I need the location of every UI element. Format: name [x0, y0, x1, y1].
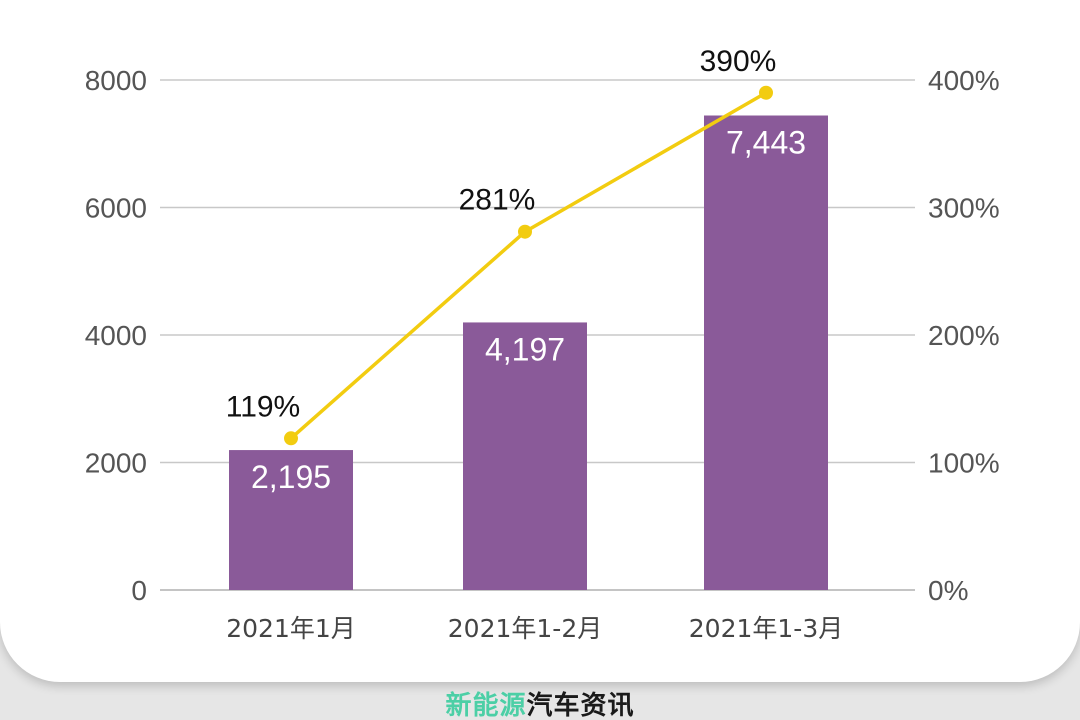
- growth-point: [284, 431, 298, 445]
- growth-point: [759, 86, 773, 100]
- x-axis: 2021年1月 2021年1-2月 2021年1-3月: [226, 614, 843, 643]
- bar-value-label: 7,443: [726, 125, 806, 161]
- x-tick-label: 2021年1-3月: [689, 614, 843, 643]
- right-y-axis: 0% 100% 200% 300% 400%: [928, 65, 1000, 606]
- growth-label: 119%: [226, 390, 301, 423]
- left-tick-label: 6000: [85, 193, 147, 224]
- x-tick-label: 2021年1-2月: [448, 614, 602, 643]
- footer-brand-part2: 汽车资讯: [527, 690, 635, 720]
- x-tick-label: 2021年1月: [226, 614, 356, 643]
- right-tick-label: 100%: [928, 448, 1000, 479]
- chart-card: 0 2000 4000 6000 8000 0% 100% 200% 300% 400% 2,1…: [0, 0, 1080, 682]
- left-tick-label: 2000: [85, 448, 147, 479]
- bar-value-label: 4,197: [485, 331, 565, 367]
- left-tick-label: 0: [131, 575, 147, 606]
- growth-label: 281%: [459, 184, 536, 217]
- bar: [704, 116, 828, 590]
- right-tick-label: 0%: [928, 575, 968, 606]
- right-tick-label: 400%: [928, 65, 1000, 96]
- footer-brand: 新能源汽车资讯: [0, 690, 1080, 720]
- left-y-axis: 0 2000 4000 6000 8000: [85, 65, 147, 606]
- right-tick-label: 200%: [928, 320, 1000, 351]
- growth-point: [518, 225, 532, 239]
- left-tick-label: 8000: [85, 65, 147, 96]
- growth-label: 390%: [700, 45, 777, 78]
- left-tick-label: 4000: [85, 320, 147, 351]
- right-tick-label: 300%: [928, 193, 1000, 224]
- footer-brand-part1: 新能源: [445, 690, 526, 720]
- bar-value-label: 2,195: [251, 459, 331, 495]
- bar-line-chart: 0 2000 4000 6000 8000 0% 100% 200% 300% 400% 2,1…: [0, 0, 1080, 682]
